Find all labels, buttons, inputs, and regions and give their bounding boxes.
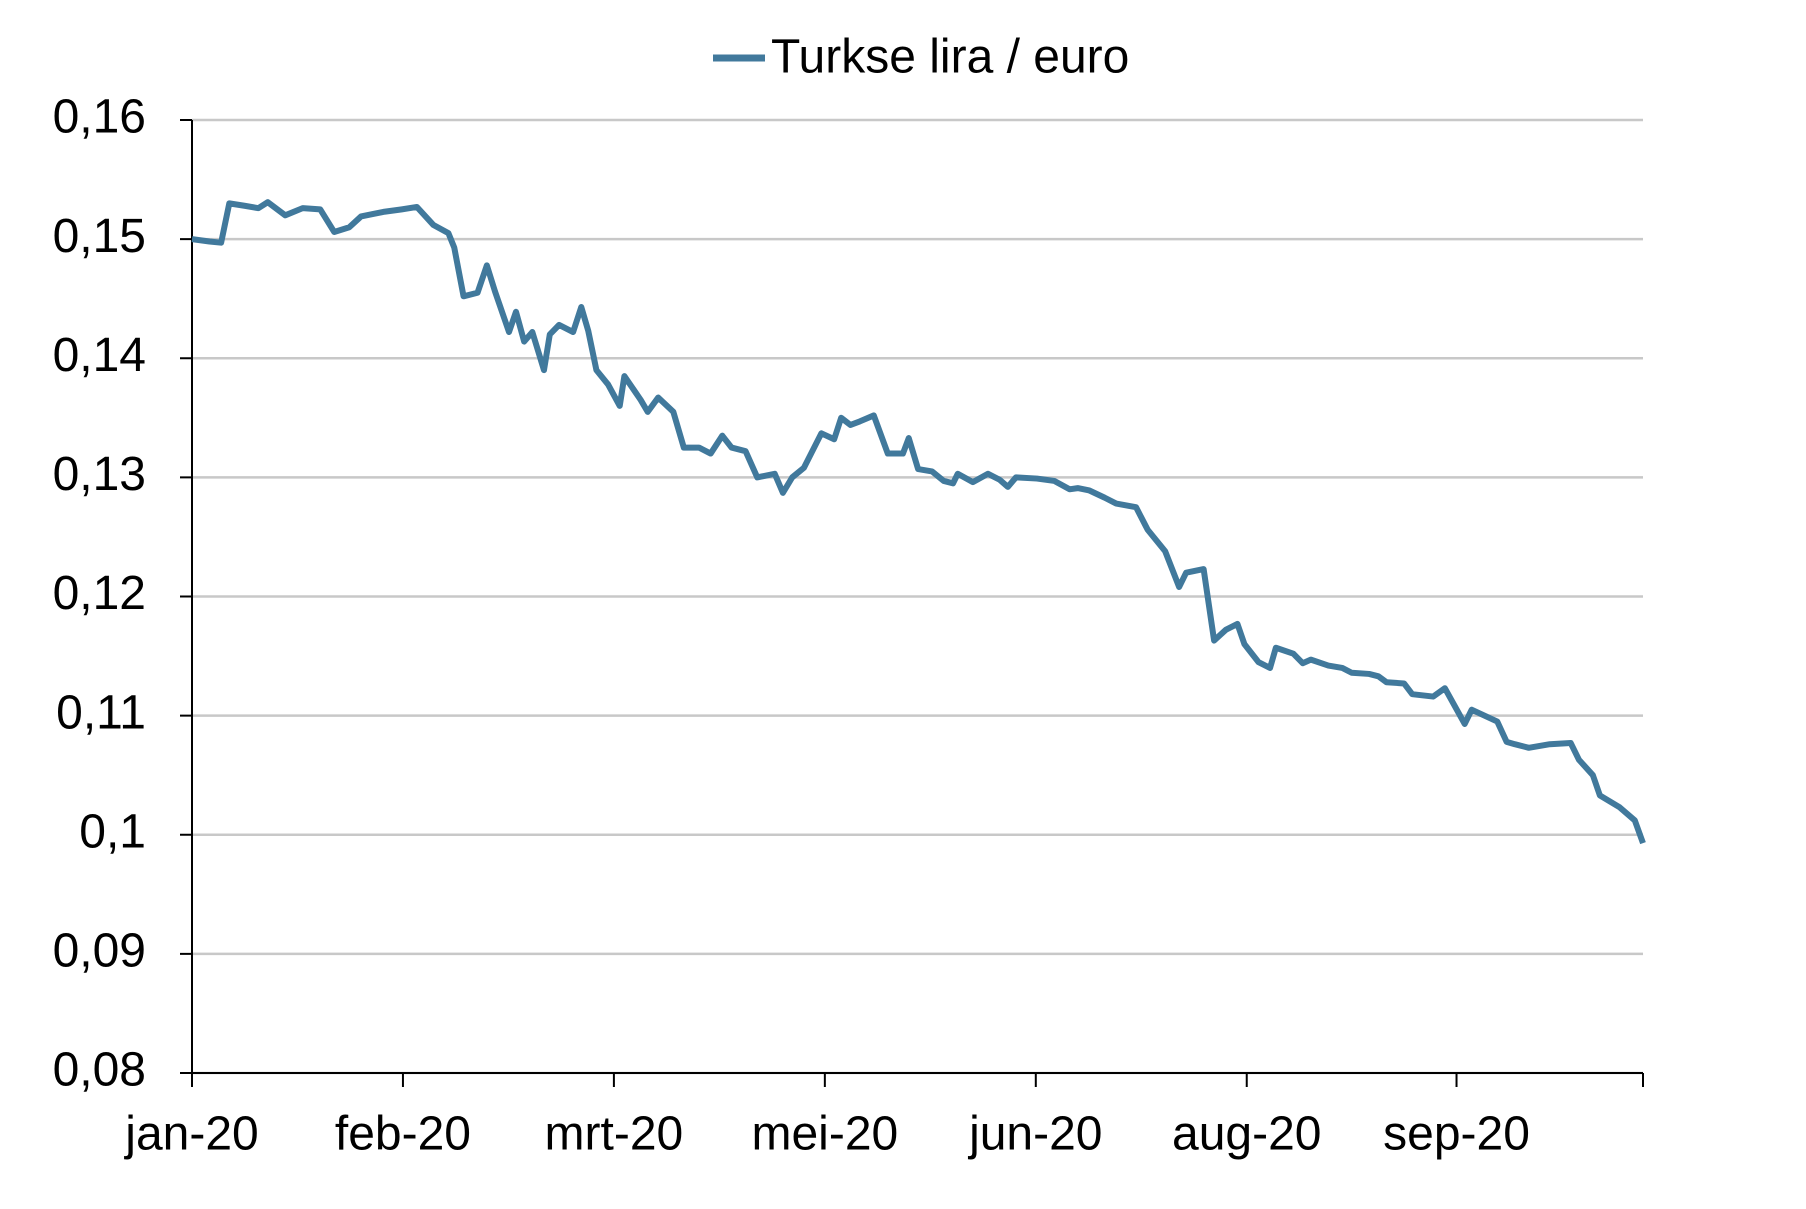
y-tick-label: 0,08 bbox=[53, 1044, 146, 1097]
y-tick-label: 0,15 bbox=[53, 210, 146, 263]
x-tick-label: mrt-20 bbox=[545, 1108, 684, 1161]
y-tick-label: 0,14 bbox=[53, 329, 146, 382]
line bbox=[191, 199, 1646, 845]
y-tick-label: 0,16 bbox=[53, 91, 146, 144]
y-tick-label: 0,1 bbox=[79, 805, 146, 858]
y-tick-label: 0,13 bbox=[53, 448, 146, 501]
y-tick-label: 0,12 bbox=[53, 567, 146, 620]
x-tick-label: feb-20 bbox=[335, 1108, 471, 1161]
y-tick-label: 0,09 bbox=[53, 925, 146, 978]
x-tick-label: jun-20 bbox=[967, 1108, 1102, 1161]
legend-label: Turkse lira / euro bbox=[771, 31, 1129, 84]
x-tick-label: aug-20 bbox=[1172, 1108, 1321, 1161]
y-tick-label: 0,11 bbox=[56, 686, 146, 739]
x-tick-label: sep-20 bbox=[1383, 1108, 1530, 1161]
x-tick-label: jan-20 bbox=[123, 1108, 258, 1161]
x-tick-label: mei-20 bbox=[751, 1108, 898, 1161]
